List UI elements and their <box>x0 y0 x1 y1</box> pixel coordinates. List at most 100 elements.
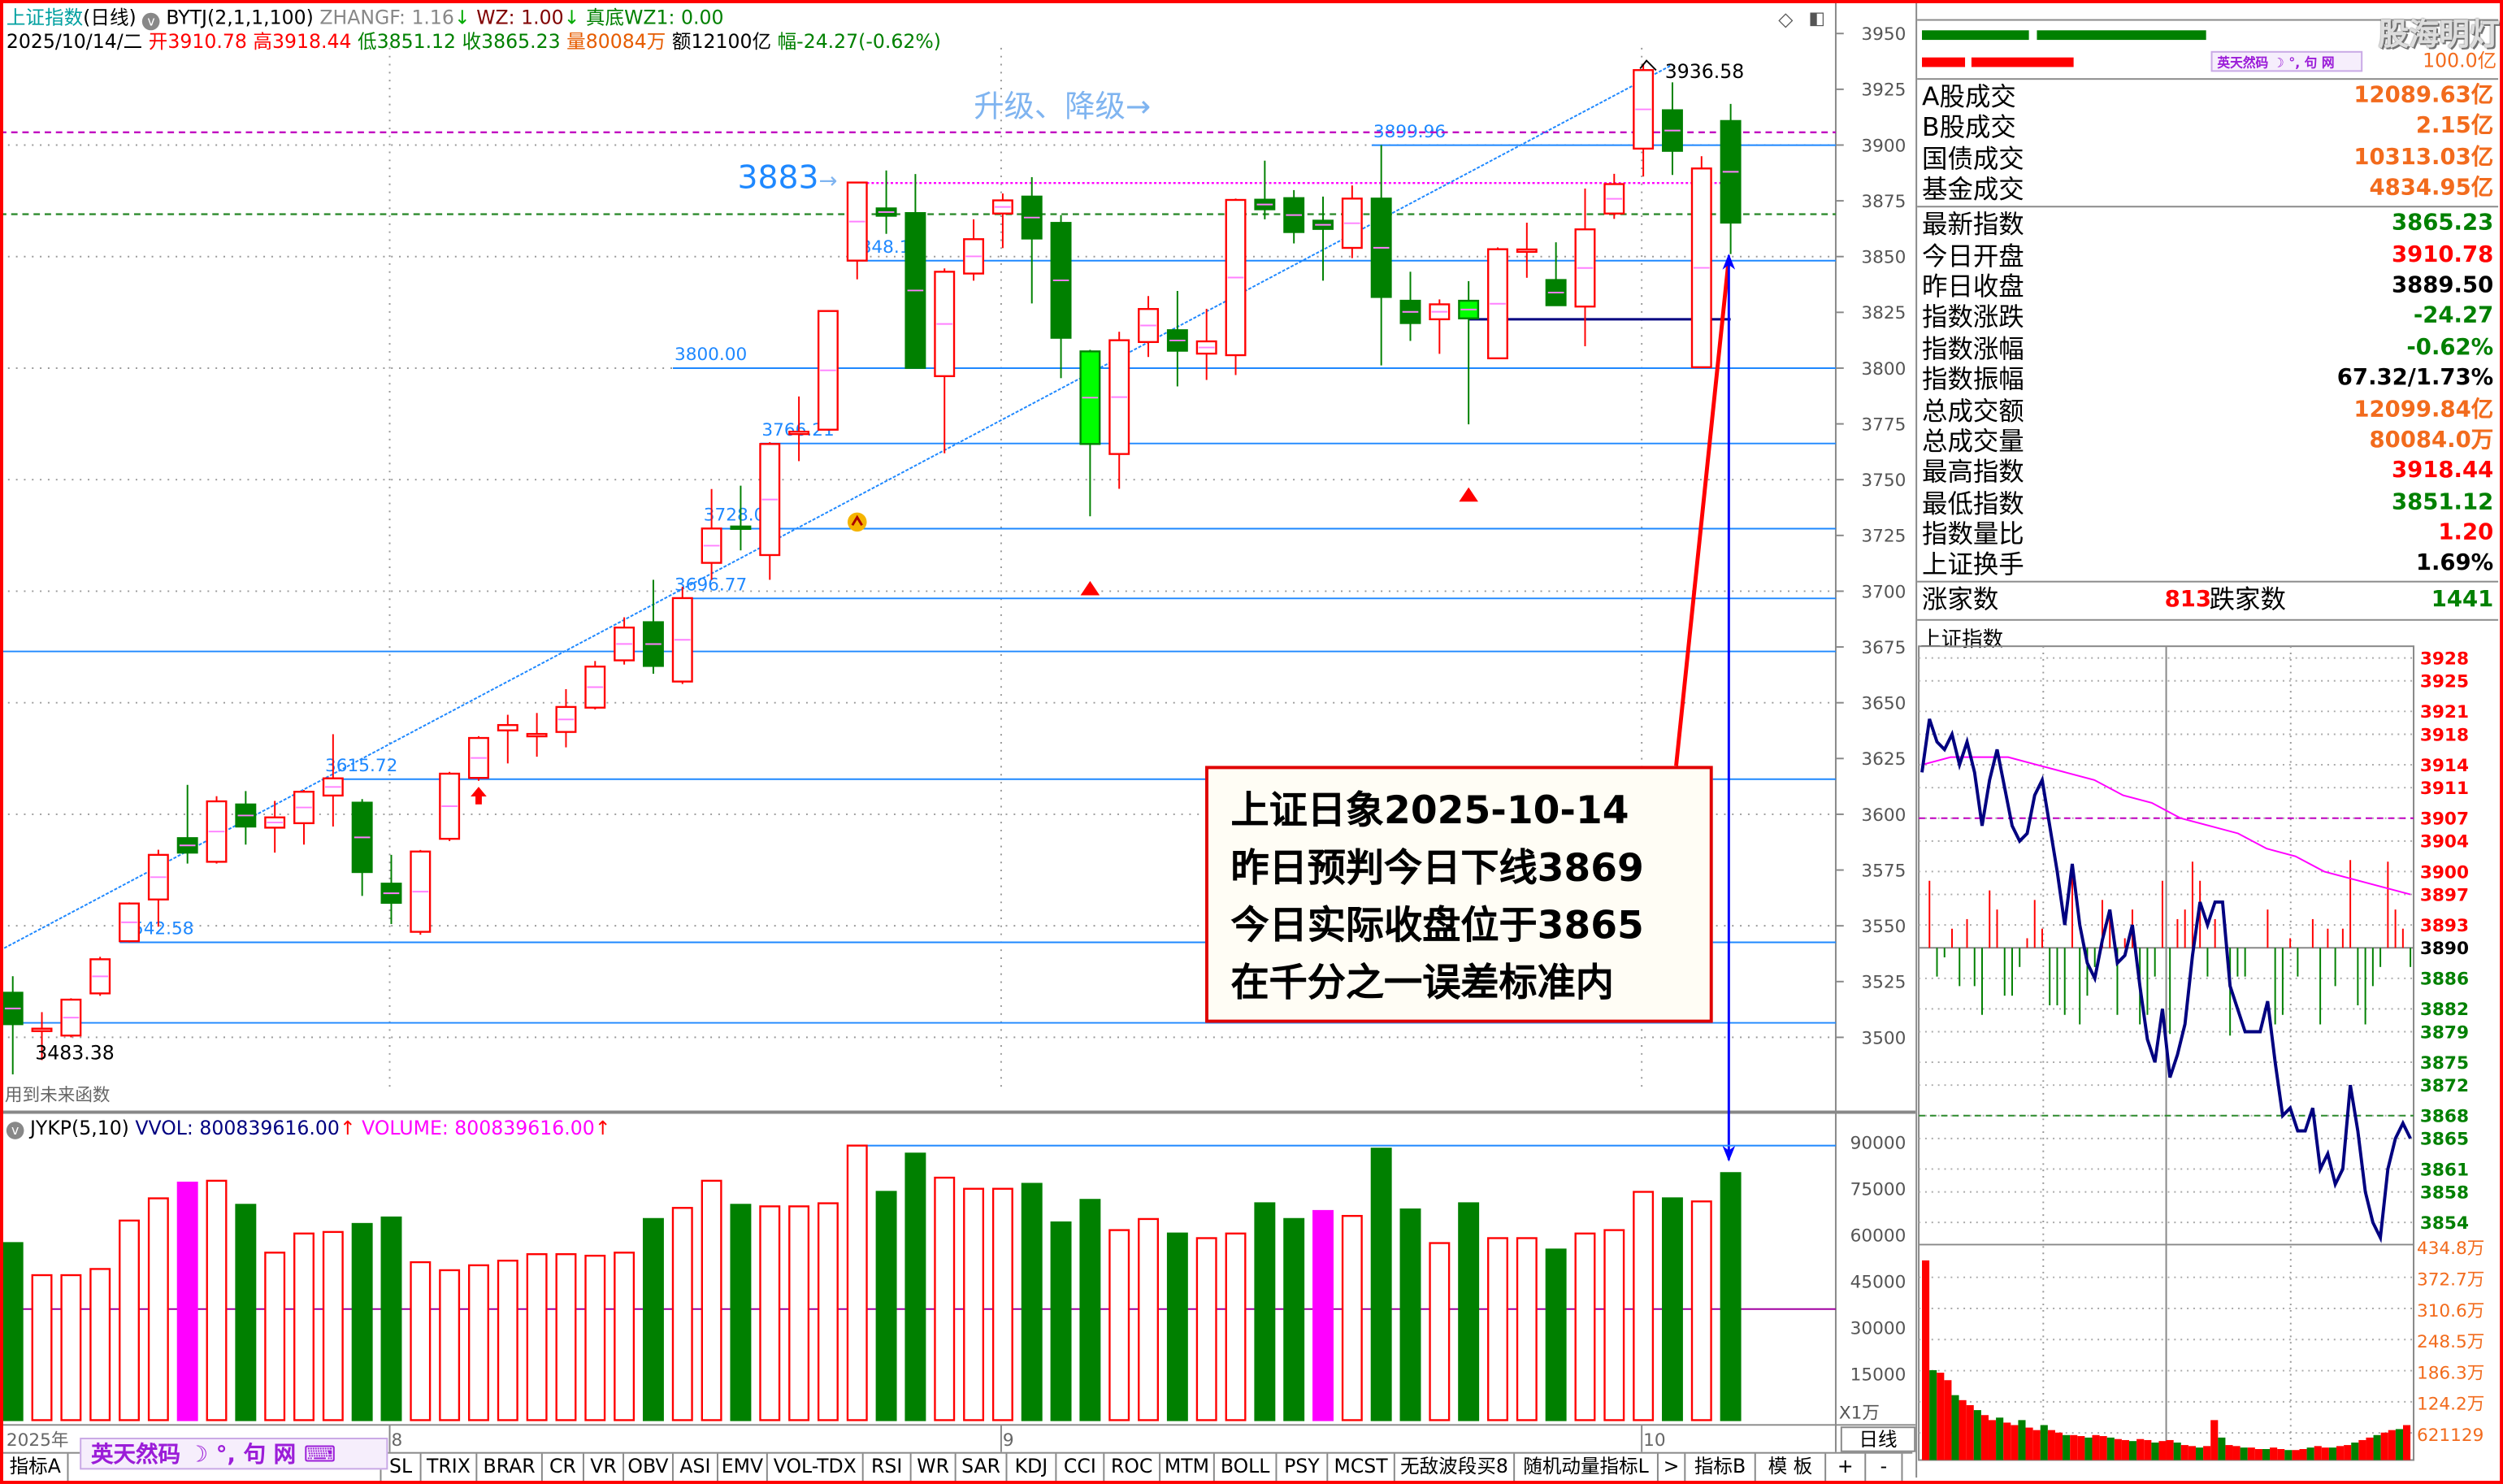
candle[interactable] <box>1633 63 1655 177</box>
volume-bar[interactable] <box>1399 1208 1421 1421</box>
candle[interactable] <box>497 714 518 764</box>
volume-bar[interactable] <box>1633 1191 1655 1421</box>
candle[interactable] <box>730 485 752 551</box>
volume-bar[interactable] <box>1720 1172 1742 1421</box>
volume-bar[interactable] <box>1341 1214 1363 1421</box>
indicator-tab[interactable]: BRAR <box>477 1453 543 1482</box>
indicator-tab[interactable]: 指标A <box>3 1453 69 1482</box>
candle[interactable] <box>934 268 956 453</box>
indicator-tab[interactable]: WR <box>912 1453 957 1482</box>
volume-bar[interactable] <box>671 1207 693 1421</box>
volume-bar[interactable] <box>410 1261 432 1421</box>
volume-bar[interactable] <box>2 1242 24 1421</box>
candle[interactable] <box>1399 271 1421 341</box>
candle[interactable] <box>1138 296 1160 358</box>
volume-bar[interactable] <box>1661 1197 1683 1421</box>
candle[interactable] <box>351 799 373 896</box>
volume-bar[interactable] <box>963 1187 985 1421</box>
candle[interactable] <box>60 998 82 1038</box>
candle[interactable] <box>1574 188 1596 347</box>
volume-bar[interactable] <box>1487 1237 1508 1421</box>
volume-bar[interactable] <box>817 1202 839 1421</box>
candle[interactable] <box>788 396 810 462</box>
indicator-tab[interactable]: VOL-TDX <box>768 1453 864 1482</box>
indicator-tab[interactable]: SL <box>381 1453 422 1482</box>
volume-bar[interactable] <box>701 1179 722 1421</box>
sentence-icon[interactable]: 句 <box>2304 55 2318 71</box>
indicator-menu-icon[interactable]: v <box>142 12 160 31</box>
sentence-icon[interactable]: 句 <box>243 1442 267 1469</box>
indicator-tab[interactable]: SAR <box>957 1453 1008 1482</box>
intraday-chart[interactable]: 3928392539213918391439113907390439003897… <box>1915 619 2500 1465</box>
volume-bar[interactable] <box>642 1217 664 1421</box>
candle[interactable] <box>991 193 1013 249</box>
candle[interactable] <box>410 849 432 935</box>
candle[interactable] <box>875 170 897 234</box>
candle[interactable] <box>468 735 489 781</box>
candle[interactable] <box>817 310 839 431</box>
candle[interactable] <box>439 771 461 841</box>
volume-bar[interactable] <box>730 1204 752 1421</box>
indicator-tab[interactable]: OBV <box>624 1453 674 1482</box>
volume-bar[interactable] <box>351 1222 373 1421</box>
ime-toolbar[interactable]: 英天然码 ☽ °, 句 网 <box>2210 50 2363 72</box>
indicator-tab[interactable]: PSY <box>1277 1453 1329 1482</box>
candle[interactable] <box>701 488 722 580</box>
volume-bar[interactable] <box>264 1252 286 1421</box>
volume-bar[interactable] <box>322 1230 344 1421</box>
indicator-tab[interactable]: 模 板 <box>1756 1453 1827 1482</box>
volume-bar[interactable] <box>89 1268 111 1421</box>
volume-bar[interactable] <box>526 1253 548 1421</box>
candle[interactable] <box>380 854 402 924</box>
moon-icon[interactable]: ☽ <box>2272 55 2284 71</box>
indicator-tab[interactable]: - <box>1866 1453 1903 1482</box>
volume-bar[interactable] <box>468 1264 489 1421</box>
candle[interactable] <box>1225 198 1247 375</box>
candle[interactable] <box>235 791 257 845</box>
candle[interactable] <box>1195 308 1217 380</box>
candle[interactable] <box>1312 196 1334 281</box>
moon-icon[interactable]: ☽ <box>188 1442 209 1469</box>
volume-bar[interactable] <box>1458 1202 1480 1421</box>
candle[interactable] <box>1603 173 1625 219</box>
volume-bar[interactable] <box>235 1204 257 1421</box>
volume-bar[interactable] <box>555 1253 577 1421</box>
candle[interactable] <box>1108 332 1130 489</box>
volume-bar[interactable] <box>1690 1200 1712 1421</box>
indicator-tab[interactable]: VR <box>584 1453 625 1482</box>
volume-bar[interactable] <box>1108 1229 1130 1421</box>
candle[interactable] <box>2 976 24 1074</box>
volume-bar[interactable] <box>759 1205 781 1421</box>
candle[interactable] <box>264 801 286 853</box>
indicator-tab[interactable]: + <box>1826 1453 1867 1482</box>
candle[interactable] <box>1458 280 1480 425</box>
candle[interactable] <box>176 784 198 864</box>
index-name[interactable]: 上证指数 <box>6 6 84 29</box>
volume-bar[interactable] <box>584 1254 606 1421</box>
candle[interactable] <box>963 219 985 281</box>
candle[interactable] <box>1720 103 1742 254</box>
volume-bar[interactable] <box>1574 1232 1596 1421</box>
indicator-tab[interactable]: MTM <box>1160 1453 1215 1482</box>
indicator-tab[interactable]: > <box>1659 1453 1686 1482</box>
indicator-tab[interactable]: ROC <box>1104 1453 1161 1482</box>
net-icon[interactable]: 网 <box>2321 55 2335 71</box>
candle[interactable] <box>206 796 228 864</box>
candle[interactable] <box>119 902 140 943</box>
indicator-tab[interactable]: CR <box>543 1453 584 1482</box>
candle[interactable] <box>846 181 868 280</box>
volume-bar[interactable] <box>1283 1217 1305 1421</box>
candle[interactable] <box>584 661 606 709</box>
candle[interactable] <box>1487 247 1508 360</box>
volume-bar[interactable] <box>1516 1237 1538 1421</box>
indicator-tab[interactable]: EMV <box>718 1453 768 1482</box>
volume-bar[interactable] <box>1079 1199 1101 1421</box>
candle[interactable] <box>526 713 548 757</box>
candle[interactable] <box>322 734 344 827</box>
candle[interactable] <box>1370 145 1392 366</box>
keyboard-icon[interactable]: ⌨ <box>303 1442 336 1469</box>
diamond-icon[interactable]: ◇ <box>1778 7 1794 31</box>
indicator-tab[interactable]: KDJ <box>1007 1453 1057 1482</box>
candle[interactable] <box>671 586 693 684</box>
volume-bar[interactable] <box>147 1197 169 1421</box>
